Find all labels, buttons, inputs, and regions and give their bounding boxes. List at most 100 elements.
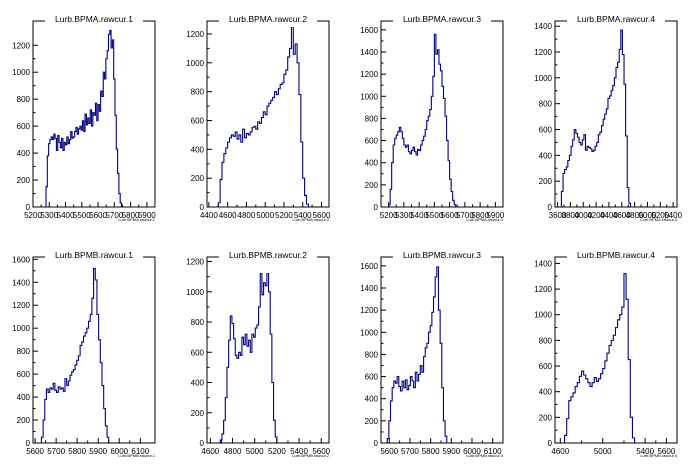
histogram-panel-bpmb-4: 0 200 400 600 800 1000 1200 1400 4600 5000 5400 560…	[522, 236, 696, 472]
y-tick-label: 1000	[186, 59, 204, 68]
y-tick-label: 1600	[360, 26, 378, 35]
x-tick-label: 4600	[219, 211, 237, 220]
y-tick-label: 1600	[12, 255, 30, 264]
x-tick-label: 4000	[574, 211, 592, 220]
x-tick-label: 5200	[651, 211, 669, 220]
histogram-svg: 0 200 400 600 800 1000 1200 1400 1600 52005300540…	[360, 12, 505, 222]
x-tick-label: 5700	[401, 447, 419, 456]
x-tick-label: 5400	[294, 211, 312, 220]
y-tick-label: 1200	[12, 301, 30, 310]
histogram-svg: 0 200 400 600 800 1000 1200 1400 1600 5600 5700 580…	[360, 248, 504, 458]
y-tick-label: 600	[365, 373, 379, 382]
x-tick-label: 5300	[40, 211, 58, 220]
x-tick-label: 5400	[636, 447, 654, 456]
x-tick-label: 5700	[105, 211, 123, 220]
x-axis-label: Lurb.BPMA.rawcur.2	[292, 217, 329, 222]
x-tick-label: 5700	[47, 447, 65, 456]
histogram-panel-bpma-3: 0 200 400 600 800 1000 1200 1400 1600 5200 5300 540…	[348, 0, 522, 236]
x-tick-label: 5800	[471, 211, 489, 220]
y-tick-label: 1000	[534, 74, 552, 83]
x-tick-label: 6100	[484, 447, 502, 456]
x-tick-label: 5700	[456, 211, 474, 220]
x-tick-label: 5200	[380, 211, 398, 220]
histogram-svg: 0 200 400 600 800 1000 1200 4400 4600 4800 5000 520…	[186, 12, 331, 222]
histogram-outline	[564, 273, 636, 443]
y-tick-label: 1200	[186, 30, 204, 39]
histogram-outline	[386, 266, 448, 443]
histogram-svg: 0 200 400 600 800 1000 1200 5200530054005500560…	[12, 12, 156, 222]
histogram-outline	[217, 26, 309, 207]
histogram-panel-bpmb-3: 0 200 400 600 800 1000 1200 1400 1600 5600 5700 580…	[348, 236, 522, 472]
x-tick-label: 5000	[246, 447, 264, 456]
title-box	[45, 248, 143, 263]
panel-title: Lurb.BPMA.rawcur.1	[55, 14, 133, 24]
y-tick-label: 0	[200, 203, 205, 212]
y-tick-label: 400	[365, 159, 379, 168]
panel-title: Lurb.BPMA.rawcur.4	[577, 14, 655, 24]
x-tick-label: 5600	[313, 211, 331, 220]
panel-title: Lurb.BPMB.rawcur.4	[577, 250, 655, 260]
title-box	[393, 12, 491, 27]
y-tick-label: 600	[17, 370, 31, 379]
x-tick-label: 4800	[238, 211, 256, 220]
y-tick-label: 600	[539, 362, 553, 371]
y-tick-label: 400	[539, 151, 553, 160]
x-tick-label: 6100	[131, 447, 149, 456]
y-tick-label: 200	[17, 176, 31, 185]
title-box	[219, 248, 317, 263]
x-tick-label: 5600	[26, 447, 44, 456]
x-tick-label: 3800	[562, 211, 580, 220]
panel-title: Lurb.BPMA.rawcur.3	[403, 14, 481, 24]
plot-frame	[380, 20, 504, 208]
x-tick-label: 5400	[57, 211, 75, 220]
y-tick-label: 1000	[186, 288, 204, 297]
x-axis-label: Lurb.BPMB.rawcur.4	[640, 453, 677, 458]
histogram-outline	[40, 267, 110, 443]
y-tick-label: 1400	[360, 48, 378, 57]
x-tick-label: 5500	[73, 211, 91, 220]
y-tick-label: 1000	[534, 311, 552, 320]
title-box	[567, 12, 665, 27]
panel-title: Lurb.BPMA.rawcur.2	[229, 14, 307, 24]
y-tick-label: 200	[191, 409, 205, 418]
histogram-panel-bpmb-2: 0 200 400 600 800 1000 1200 4600 4800 5000 5200 540…	[174, 236, 348, 472]
x-axis-label: Lurb.BPMB.rawcur.3	[466, 453, 503, 458]
y-tick-label: 1400	[360, 284, 378, 293]
y-tick-label: 400	[17, 393, 31, 402]
plot-frame	[554, 256, 678, 444]
histogram-panel-bpma-4: 0 200 400 600 800 1000 1200 1400 3600 3800 4000 420…	[522, 0, 696, 236]
x-tick-label: 4600	[613, 211, 631, 220]
y-tick-label: 1000	[12, 324, 30, 333]
histogram-svg: 0 200 400 600 800 1000 1200 1400 360038004000420…	[534, 12, 683, 222]
x-tick-label: 5400	[664, 211, 682, 220]
x-tick-label: 5900	[89, 447, 107, 456]
y-tick-label: 800	[539, 336, 553, 345]
y-tick-label: 600	[191, 116, 205, 125]
x-tick-label: 5900	[138, 211, 156, 220]
x-tick-label: 4800	[626, 211, 644, 220]
panel-title: Lurb.BPMB.rawcur.1	[55, 250, 133, 260]
y-tick-label: 400	[191, 379, 205, 388]
x-tick-label: 5800	[68, 447, 86, 456]
y-tick-label: 1200	[534, 48, 552, 57]
x-tick-label: 5300	[395, 211, 413, 220]
x-tick-label: 4600	[201, 447, 219, 456]
x-tick-label: 5600	[89, 211, 107, 220]
y-tick-label: 1000	[360, 328, 378, 337]
x-tick-label: 5500	[425, 211, 443, 220]
histogram-svg: 0 200 400 600 800 1000 1200 1400 1600 5600 5700 580…	[12, 248, 156, 458]
x-tick-label: 5600	[312, 447, 330, 456]
x-axis-label: Lurb.BPMA.rawcur.4	[640, 217, 677, 222]
title-box	[219, 12, 317, 27]
x-tick-label: 4400	[200, 211, 218, 220]
x-tick-label: 6000	[110, 447, 128, 456]
panel-title: Lurb.BPMB.rawcur.3	[403, 250, 481, 260]
y-tick-label: 1400	[534, 259, 552, 268]
x-tick-label: 5900	[442, 447, 460, 456]
y-tick-label: 1600	[360, 262, 378, 271]
histogram-outline	[560, 29, 631, 207]
x-tick-label: 5800	[422, 447, 440, 456]
histogram-panel-bpma-2: 0 200 400 600 800 1000 1200 4400 4600 4800 5000 520…	[174, 0, 348, 236]
x-tick-label: 4600	[551, 447, 569, 456]
panel-title: Lurb.BPMB.rawcur.2	[229, 250, 307, 260]
